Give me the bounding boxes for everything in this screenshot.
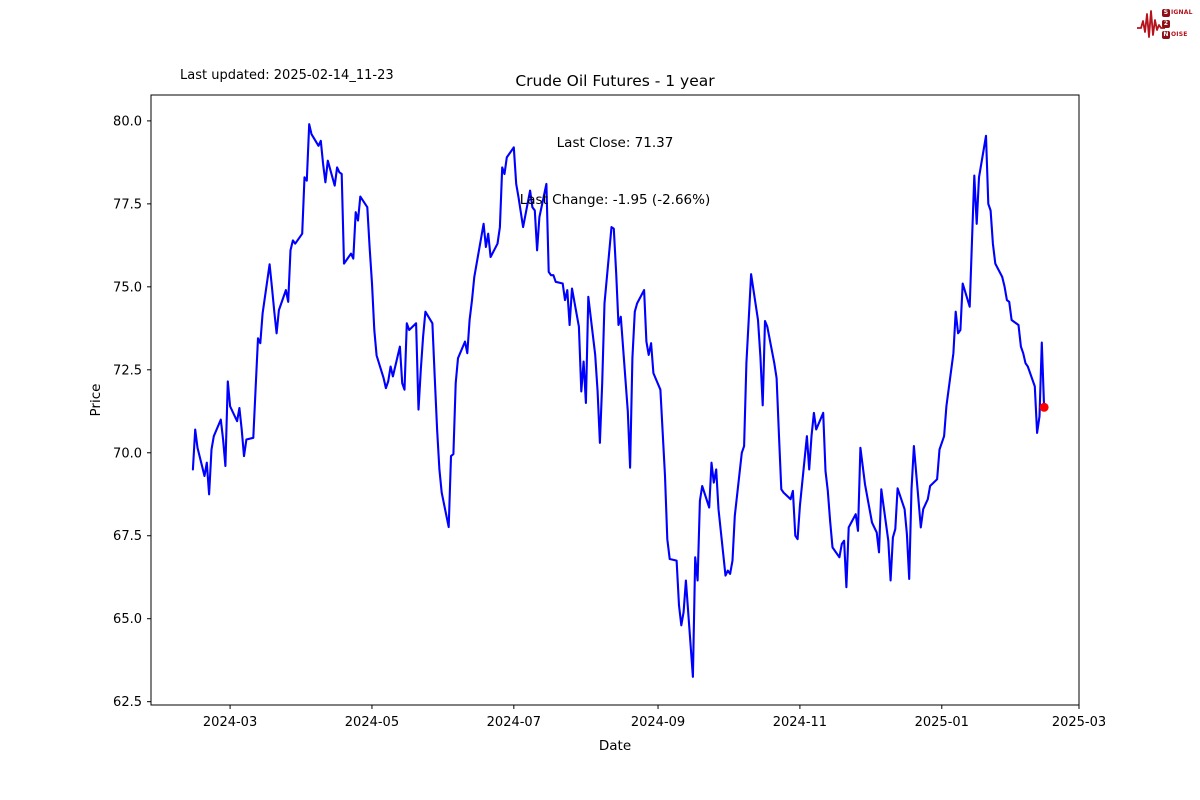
last-change-line: Last Change: -1.95 (-2.66%): [519, 192, 711, 208]
last-close-annotation: Last Close: 71.37 Last Change: -1.95 (-2…: [151, 96, 1079, 248]
y-tick-label: 75.0: [113, 280, 142, 295]
y-axis-label: Price: [88, 383, 104, 417]
logo-row-noise: N OISE: [1162, 30, 1188, 39]
y-tick-label: 72.5: [113, 363, 142, 378]
x-tick-label: 2024-11: [773, 715, 827, 730]
last-price-marker: [1039, 402, 1049, 412]
last-updated-text: Last updated: 2025-02-14_11-23: [180, 68, 394, 83]
y-tick-label: 65.0: [113, 612, 142, 627]
y-tick-label: 62.5: [113, 695, 142, 710]
x-tick-label: 2024-07: [487, 715, 541, 730]
x-tick-label: 2025-03: [1052, 715, 1106, 730]
logo-2-box: 2: [1162, 19, 1170, 28]
x-axis-label: Date: [598, 738, 632, 754]
x-tick-label: 2025-01: [915, 715, 969, 730]
last-close-line: Last Close: 71.37: [556, 135, 674, 151]
price-line: [191, 123, 1046, 678]
y-tick-label: 77.5: [113, 197, 142, 212]
logo-row-two: 2: [1162, 18, 1193, 29]
logo-row-signal: S IGNAL: [1162, 8, 1193, 17]
logo-s-box: S: [1162, 8, 1170, 17]
x-tick-label: 2024-05: [345, 715, 399, 730]
y-tick-label: 67.5: [113, 529, 142, 544]
signal2noise-logo: S IGNAL 2 N OISE: [1136, 4, 1194, 44]
x-tick-label: 2024-09: [631, 715, 685, 730]
logo-n-box: N: [1162, 30, 1170, 39]
axes-frame: [150, 94, 1080, 706]
chart-title: Crude Oil Futures - 1 year: [515, 72, 715, 90]
waveform-icon: [1137, 10, 1165, 38]
y-tick-label: 80.0: [113, 114, 142, 129]
x-tick-label: 2024-03: [203, 715, 257, 730]
y-tick-label: 70.0: [113, 446, 142, 461]
logo-text: S IGNAL 2 N OISE: [1162, 7, 1193, 40]
